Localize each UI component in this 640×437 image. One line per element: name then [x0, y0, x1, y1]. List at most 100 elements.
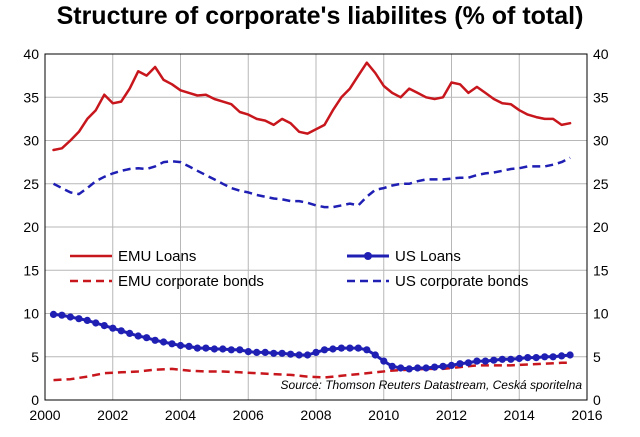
x-tick-2010: 2010 — [368, 407, 399, 423]
x-tick-2002: 2002 — [97, 407, 128, 423]
x-tick-2012: 2012 — [436, 407, 467, 423]
point-us-loans-14 — [168, 340, 176, 348]
point-us-loans-52 — [490, 356, 498, 364]
point-us-loans-11 — [143, 334, 151, 342]
y-tick-right-20: 20 — [593, 219, 609, 235]
point-us-loans-18 — [202, 344, 210, 352]
point-us-loans-13 — [160, 338, 168, 346]
y-tick-right-10: 10 — [593, 306, 609, 322]
point-us-loans-48 — [456, 360, 464, 368]
point-us-loans-58 — [541, 353, 549, 361]
x-tick-2008: 2008 — [300, 407, 331, 423]
point-us-loans-27 — [278, 349, 286, 357]
point-us-loans-59 — [549, 353, 557, 361]
point-us-loans-24 — [253, 348, 261, 356]
point-us-loans-5 — [92, 319, 100, 327]
plot-frame — [44, 53, 588, 401]
chart-title: Structure of corporate's liabilites (% o… — [56, 2, 584, 30]
y-tick-left-20: 20 — [23, 219, 39, 235]
point-us-loans-36 — [354, 344, 362, 352]
legend-label-us-loans: US Loans — [395, 248, 461, 265]
point-us-loans-34 — [337, 344, 345, 352]
point-us-loans-21 — [227, 346, 235, 354]
y-tick-right-40: 40 — [593, 46, 609, 62]
y-tick-right-25: 25 — [593, 176, 609, 192]
point-us-loans-15 — [176, 341, 185, 350]
point-us-loans-7 — [109, 324, 117, 332]
series-layer — [49, 61, 574, 382]
point-us-loans-42 — [405, 365, 413, 373]
point-us-loans-47 — [447, 361, 456, 369]
y-tick-left-40: 40 — [23, 46, 39, 62]
point-us-loans-8 — [117, 327, 125, 335]
point-us-loans-19 — [210, 345, 218, 353]
y-tick-right-15: 15 — [593, 262, 609, 278]
legend: EMU Loans US Loans EMU corporate bonds U… — [70, 248, 528, 290]
point-us-loans-23 — [244, 348, 252, 356]
point-us-loans-26 — [270, 349, 278, 357]
point-us-loans-56 — [524, 354, 532, 362]
point-us-loans-30 — [303, 351, 312, 359]
y-tick-left-5: 5 — [31, 349, 39, 365]
point-us-loans-61 — [566, 351, 574, 359]
tick-labels: 0 0 5 5 10 10 15 15 20 20 25 25 30 30 35 35 40 40 2000 2002… — [23, 46, 608, 423]
point-us-loans-40 — [388, 362, 396, 370]
point-us-loans-33 — [329, 345, 337, 353]
gridlines — [44, 53, 588, 401]
x-tick-2014: 2014 — [504, 407, 535, 423]
point-us-loans-44 — [422, 364, 430, 372]
point-us-loans-39 — [380, 357, 388, 365]
point-us-loans-17 — [193, 344, 201, 352]
legend-label-emu-loans: EMU Loans — [118, 248, 196, 265]
series-line-us-corporate-bonds — [52, 156, 571, 209]
y-tick-left-15: 15 — [23, 262, 39, 278]
point-us-loans-60 — [558, 352, 566, 360]
y-tick-right-30: 30 — [593, 133, 609, 149]
y-tick-left-0: 0 — [31, 392, 39, 408]
point-us-loans-31 — [312, 348, 320, 356]
point-us-loans-16 — [185, 342, 193, 350]
point-us-loans-51 — [481, 357, 489, 365]
y-tick-left-25: 25 — [23, 176, 39, 192]
x-tick-2004: 2004 — [165, 407, 196, 423]
point-us-loans-20 — [219, 345, 227, 353]
y-tick-left-10: 10 — [23, 306, 39, 322]
point-us-loans-32 — [320, 346, 329, 354]
point-us-loans-46 — [439, 362, 447, 370]
point-us-loans-29 — [295, 351, 303, 359]
point-us-loans-49 — [464, 359, 472, 367]
y-tick-right-0: 0 — [593, 392, 601, 408]
point-us-loans-2 — [66, 313, 74, 321]
point-us-loans-25 — [261, 348, 269, 356]
point-us-loans-41 — [397, 364, 405, 372]
point-us-loans-37 — [363, 346, 371, 354]
y-tick-left-30: 30 — [23, 133, 39, 149]
legend-label-us-bonds: US corporate bonds — [395, 273, 528, 290]
legend-marker-us-loans — [364, 252, 372, 260]
point-us-loans-1 — [58, 311, 66, 319]
point-us-loans-43 — [414, 364, 422, 372]
point-us-loans-35 — [346, 344, 354, 352]
x-tick-2000: 2000 — [29, 407, 60, 423]
x-tick-2016: 2016 — [571, 407, 602, 423]
point-us-loans-54 — [507, 355, 515, 363]
x-tick-2006: 2006 — [233, 407, 264, 423]
series-line-emu-loans — [52, 61, 572, 152]
point-us-loans-22 — [236, 346, 244, 354]
legend-label-emu-bonds: EMU corporate bonds — [118, 273, 264, 290]
point-us-loans-38 — [371, 351, 379, 359]
point-us-loans-9 — [126, 329, 134, 337]
point-us-loans-53 — [498, 355, 506, 363]
series-line-emu-corporate-bonds — [53, 361, 571, 382]
point-us-loans-50 — [473, 357, 481, 365]
point-us-loans-28 — [287, 350, 295, 358]
y-tick-left-35: 35 — [23, 89, 39, 105]
source-note: Source: Thomson Reuters Datastream, Cesk… — [281, 378, 583, 392]
point-us-loans-45 — [431, 363, 439, 371]
y-tick-right-35: 35 — [593, 89, 609, 105]
point-us-loans-4 — [83, 316, 91, 324]
point-us-loans-0 — [49, 310, 58, 318]
point-us-loans-57 — [532, 354, 540, 362]
point-us-loans-10 — [134, 332, 142, 340]
